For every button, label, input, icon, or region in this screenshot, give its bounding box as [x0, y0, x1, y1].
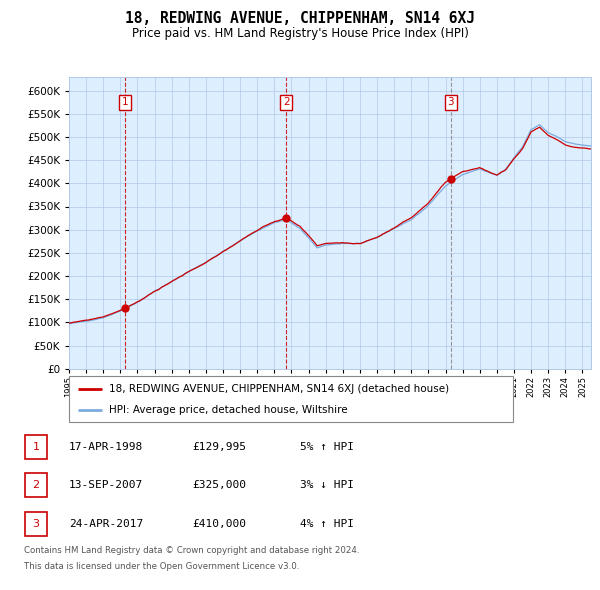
FancyBboxPatch shape — [25, 512, 47, 536]
Text: Price paid vs. HM Land Registry's House Price Index (HPI): Price paid vs. HM Land Registry's House … — [131, 27, 469, 40]
Text: 3: 3 — [32, 519, 40, 529]
Text: Contains HM Land Registry data © Crown copyright and database right 2024.: Contains HM Land Registry data © Crown c… — [24, 546, 359, 555]
Text: 18, REDWING AVENUE, CHIPPENHAM, SN14 6XJ (detached house): 18, REDWING AVENUE, CHIPPENHAM, SN14 6XJ… — [109, 384, 449, 394]
Text: 2: 2 — [283, 97, 290, 107]
Text: 13-SEP-2007: 13-SEP-2007 — [69, 480, 143, 490]
Text: 18, REDWING AVENUE, CHIPPENHAM, SN14 6XJ: 18, REDWING AVENUE, CHIPPENHAM, SN14 6XJ — [125, 11, 475, 27]
FancyBboxPatch shape — [25, 473, 47, 497]
Text: 24-APR-2017: 24-APR-2017 — [69, 519, 143, 529]
Text: 3% ↓ HPI: 3% ↓ HPI — [300, 480, 354, 490]
Text: 1: 1 — [32, 442, 40, 452]
Text: £129,995: £129,995 — [192, 442, 246, 452]
Text: 1: 1 — [122, 97, 128, 107]
Text: This data is licensed under the Open Government Licence v3.0.: This data is licensed under the Open Gov… — [24, 562, 299, 571]
Text: 4% ↑ HPI: 4% ↑ HPI — [300, 519, 354, 529]
Text: HPI: Average price, detached house, Wiltshire: HPI: Average price, detached house, Wilt… — [109, 405, 347, 415]
Text: 17-APR-1998: 17-APR-1998 — [69, 442, 143, 452]
Text: 2: 2 — [32, 480, 40, 490]
Text: 3: 3 — [448, 97, 454, 107]
FancyBboxPatch shape — [69, 376, 513, 422]
Text: £325,000: £325,000 — [192, 480, 246, 490]
Text: 5% ↑ HPI: 5% ↑ HPI — [300, 442, 354, 452]
Text: £410,000: £410,000 — [192, 519, 246, 529]
FancyBboxPatch shape — [25, 435, 47, 459]
